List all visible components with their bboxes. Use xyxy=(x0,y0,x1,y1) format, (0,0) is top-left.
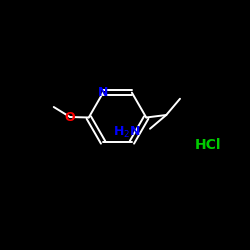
Text: H$_2$N: H$_2$N xyxy=(114,125,141,140)
Text: O: O xyxy=(65,110,75,124)
Text: N: N xyxy=(98,86,108,99)
Text: HCl: HCl xyxy=(194,138,221,152)
